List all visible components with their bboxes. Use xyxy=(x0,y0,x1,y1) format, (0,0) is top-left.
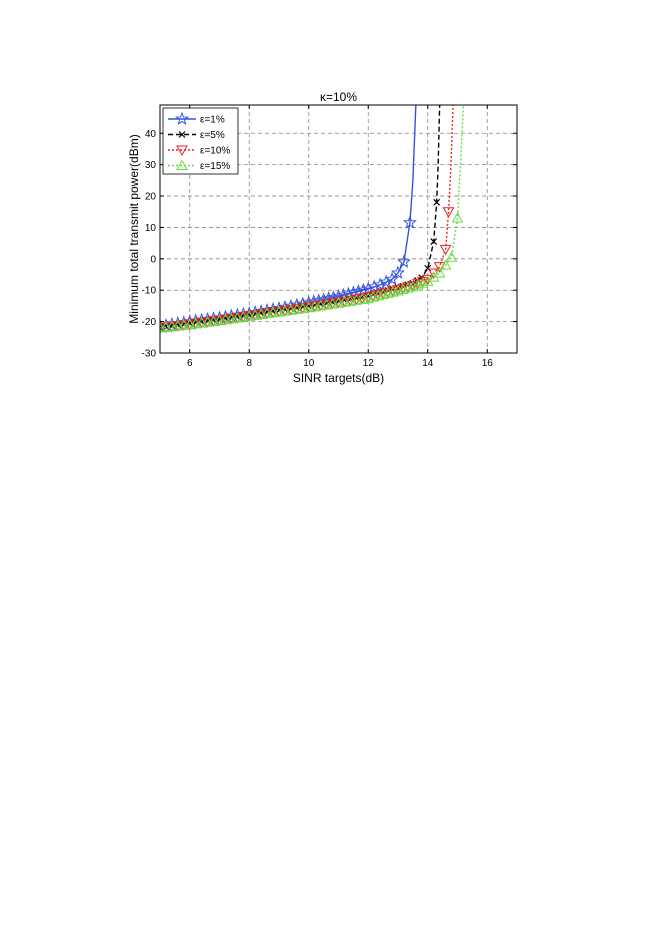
data-point xyxy=(433,198,441,206)
data-point xyxy=(390,265,406,279)
data-point xyxy=(316,292,331,306)
data-point xyxy=(433,266,446,278)
data-point xyxy=(166,320,178,332)
x-tick-label: 6 xyxy=(187,358,193,369)
legend: ε=1% ε=5% ε=10% ε=15% xyxy=(162,107,239,175)
legend-label: ε=10% xyxy=(200,146,230,157)
data-point xyxy=(396,254,412,268)
x-tick-label: 16 xyxy=(482,358,494,369)
data-point xyxy=(411,278,424,290)
data-point xyxy=(172,319,184,331)
data-point xyxy=(382,287,394,298)
data-point xyxy=(451,211,464,223)
legend-item: ε=5% xyxy=(168,130,225,141)
legend-item: ε=1% xyxy=(168,111,225,126)
data-point xyxy=(362,292,375,303)
data-point xyxy=(177,319,190,330)
legend-label: ε=5% xyxy=(200,130,225,141)
legend-item: ε=10% xyxy=(168,145,230,157)
series-4 xyxy=(160,105,465,333)
data-point xyxy=(442,207,455,218)
series-line xyxy=(160,105,465,329)
data-point xyxy=(421,274,434,286)
data-point xyxy=(373,277,388,291)
legend-label: ε=1% xyxy=(200,115,225,126)
data-point xyxy=(387,286,399,297)
data-point xyxy=(397,283,409,294)
data-point xyxy=(160,321,166,333)
data-point xyxy=(407,280,419,292)
axes-frame xyxy=(159,104,518,354)
y-tick-label: 40 xyxy=(145,129,157,140)
y-tick-label: 0 xyxy=(150,254,156,265)
data-point xyxy=(402,215,417,229)
data-point xyxy=(367,291,380,302)
legend-item: ε=15% xyxy=(168,159,230,172)
data-point xyxy=(402,282,414,293)
axes: 6 8 10 12 14 16 -30 -20 -10 0 10 20 30 40 xyxy=(142,104,518,369)
data-point xyxy=(379,274,394,289)
data-point xyxy=(416,277,429,288)
y-tick-label: -10 xyxy=(142,286,157,297)
y-tick-label: -30 xyxy=(142,349,157,360)
x-axis-label: SINR targets(dB) xyxy=(293,371,384,385)
series-layer xyxy=(160,105,465,334)
y-axis-label: Minimum total transmit power(dBm) xyxy=(127,134,141,323)
legend-marker xyxy=(174,111,190,126)
x-tick-label: 10 xyxy=(303,358,315,369)
data-point xyxy=(439,259,452,270)
data-point xyxy=(367,279,382,293)
y-tick-label: 30 xyxy=(145,160,157,171)
data-point xyxy=(160,321,172,332)
y-tick-label: 10 xyxy=(145,223,157,234)
legend-marker xyxy=(178,131,186,138)
x-tick-label: 12 xyxy=(363,358,375,369)
data-point xyxy=(392,284,404,296)
y-tick-label: 20 xyxy=(145,192,157,203)
data-point xyxy=(430,238,438,245)
y-tick-label: -20 xyxy=(142,317,157,328)
data-point xyxy=(439,244,452,256)
legend-marker xyxy=(176,145,188,157)
chart-title: κ=10% xyxy=(320,90,357,104)
x-tick-label: 8 xyxy=(246,358,252,369)
x-tick-label: 14 xyxy=(422,358,434,369)
data-point xyxy=(445,251,458,262)
data-point xyxy=(372,289,385,301)
data-point xyxy=(384,271,400,286)
legend-marker xyxy=(176,159,188,170)
legend-label: ε=15% xyxy=(200,161,230,172)
data-point xyxy=(377,288,389,300)
